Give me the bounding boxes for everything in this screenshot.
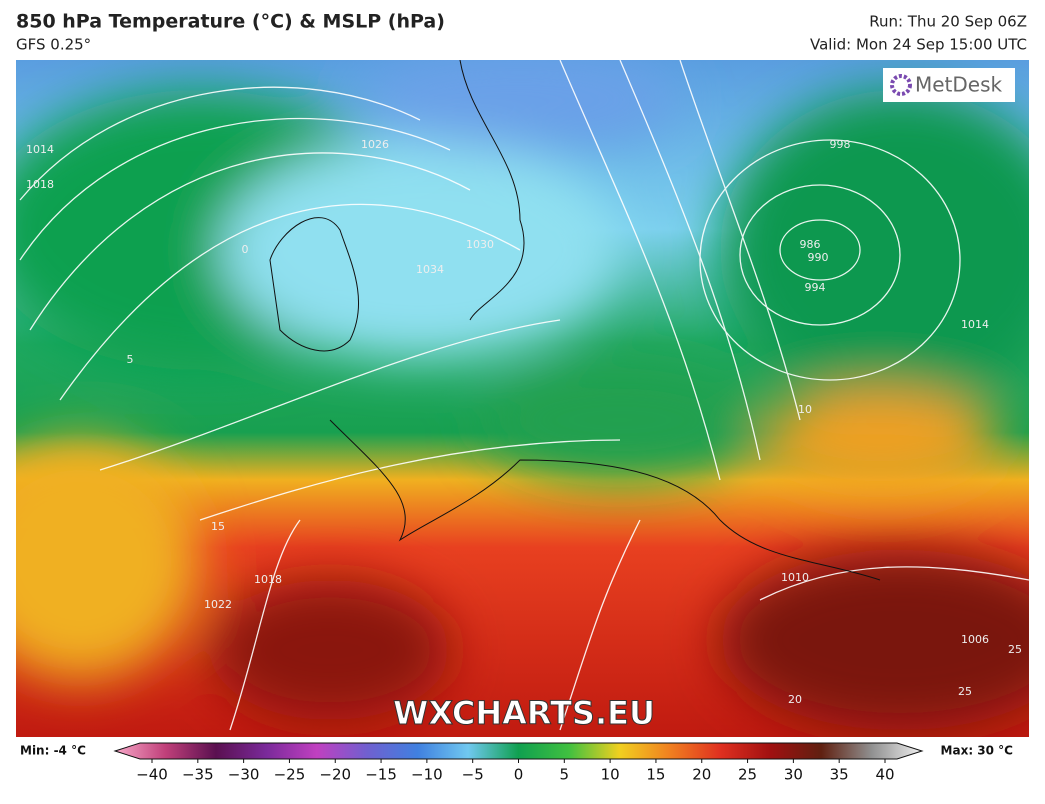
colorbar-tick-label: 0 <box>514 766 524 784</box>
colorbar-tick-label: 30 <box>784 766 803 784</box>
max-value: Max: 30 °C <box>941 744 1014 758</box>
contour-label: 1014 <box>26 143 54 156</box>
colorbar-tick-label: 35 <box>830 766 849 784</box>
contour-label: 20 <box>788 693 802 706</box>
min-value: Min: -4 °C <box>20 744 86 758</box>
contour-label: 1022 <box>204 598 232 611</box>
colorbar-tick-label: 5 <box>560 766 570 784</box>
contour-label: 15 <box>211 520 225 533</box>
logo: MetDesk <box>915 73 1003 97</box>
colorbar-tick-label: −5 <box>462 766 484 784</box>
colorbar-tick-label: −35 <box>182 766 214 784</box>
contour-label: 994 <box>805 281 826 294</box>
contour-label: 1014 <box>961 318 989 331</box>
colorbar-tick-label: −30 <box>228 766 260 784</box>
model-name: GFS 0.25° <box>16 36 91 54</box>
colorbar-tick-label: −40 <box>136 766 168 784</box>
contour-label: 1018 <box>26 178 54 191</box>
contour-label: 1006 <box>961 633 989 646</box>
colorbar-tick-label: −20 <box>319 766 351 784</box>
colorbar-scale <box>113 742 924 760</box>
colorbar-tick-label: 40 <box>875 766 894 784</box>
contour-label: 990 <box>808 251 829 264</box>
colorbar-tick-label: −15 <box>365 766 397 784</box>
colorbar-tick-label: 25 <box>738 766 757 784</box>
contour-label: 25 <box>958 685 972 698</box>
colorbar-tick-label: −10 <box>411 766 443 784</box>
contour-label: 1030 <box>466 238 494 251</box>
logo-box <box>883 68 1015 102</box>
contour-label: 1010 <box>781 571 809 584</box>
contour-label: 1026 <box>361 138 389 151</box>
contour-label: 1034 <box>416 263 444 276</box>
colorbar-tick-label: 10 <box>601 766 620 784</box>
watermark: WXCHARTS.EU <box>393 694 655 732</box>
colorbar-tick-label: 20 <box>692 766 711 784</box>
colorbar-tick-label: 15 <box>646 766 665 784</box>
contour-label: 25 <box>1008 643 1022 656</box>
run-time: Run: Thu 20 Sep 06Z <box>869 13 1027 31</box>
contour-label: 1018 <box>254 573 282 586</box>
colorbar-tick-label: −25 <box>274 766 306 784</box>
colorbar: Min: -4 °C Max: 30 °C −40 −35 −30 −25 −20 −15… <box>20 742 1014 784</box>
contour-label: 10 <box>798 403 812 416</box>
logo-icon <box>890 74 912 96</box>
contour-label: 986 <box>800 238 821 251</box>
contour-label: 998 <box>830 138 851 151</box>
contour-label: 5 <box>127 353 134 366</box>
contour-label: 0 <box>242 243 249 256</box>
valid-time: Valid: Mon 24 Sep 15:00 UTC <box>810 36 1027 54</box>
map-title: 850 hPa Temperature (°C) & MSLP (hPa) <box>16 11 445 33</box>
